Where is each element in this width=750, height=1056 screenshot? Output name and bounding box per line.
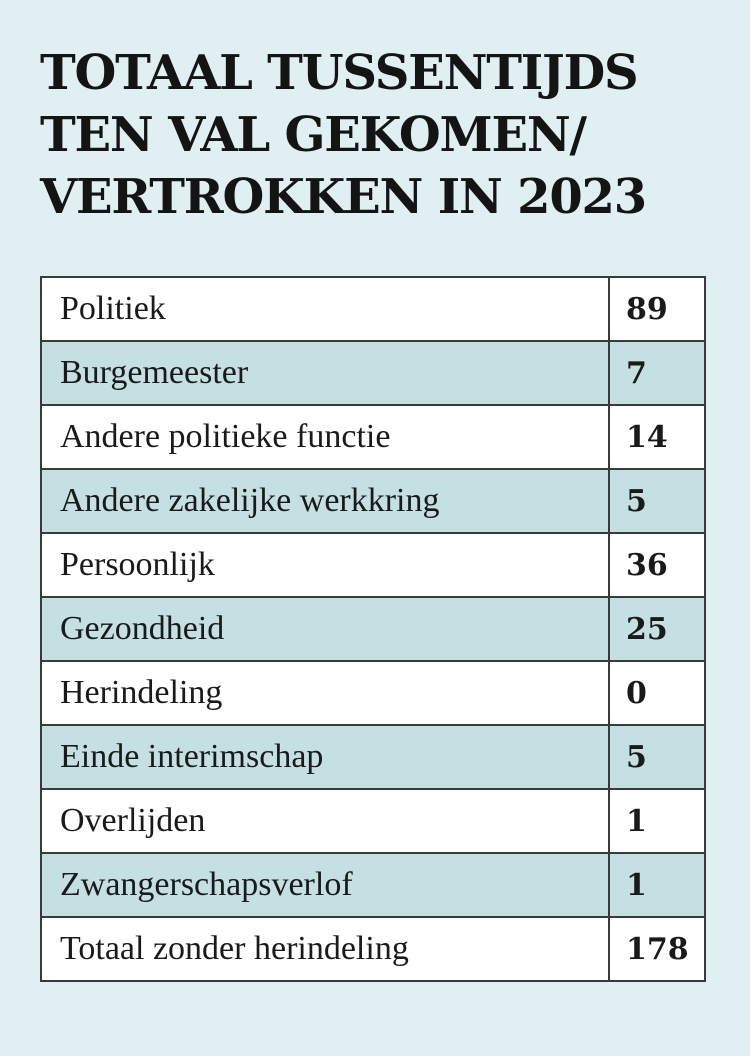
table-row: Zwangerschapsverlof 1 [40,852,706,918]
chart-title: TOTAAL TUSSENTIJDS TEN VAL GEKOMEN/ VERT… [40,42,730,228]
row-label: Burgemeester [40,340,610,406]
row-label: Gezondheid [40,596,610,662]
row-value: 1 [608,852,706,918]
table-row: Gezondheid 25 [40,596,706,662]
row-label: Herindeling [40,660,610,726]
row-value: 5 [608,468,706,534]
table-row: Herindeling 0 [40,660,706,726]
table-row: Persoonlijk 36 [40,532,706,598]
row-label: Politiek [40,276,610,342]
row-label: Persoonlijk [40,532,610,598]
row-value: 7 [608,340,706,406]
title-line-3: VERTROKKEN IN 2023 [40,169,647,225]
row-value: 0 [608,660,706,726]
table-row: Einde interimschap 5 [40,724,706,790]
table-body: Politiek 89 Burgemeester 7 Andere politieke … [40,276,706,982]
row-label: Andere zakelijke werkkring [40,468,610,534]
row-value: 25 [608,596,706,662]
row-label: Zwangerschapsverlof [40,852,610,918]
row-value: 1 [608,788,706,854]
table-row: Andere politieke functie 14 [40,404,706,470]
title-line-2: TEN VAL GEKOMEN/ [40,107,587,163]
row-value: 5 [608,724,706,790]
row-value: 89 [608,276,706,342]
row-value: 178 [608,916,706,982]
row-value: 14 [608,404,706,470]
row-value: 36 [608,532,706,598]
table-row: Politiek 89 [40,276,706,342]
row-label: Andere politieke functie [40,404,610,470]
table-row: Overlijden 1 [40,788,706,854]
row-label: Overlijden [40,788,610,854]
table-row: Totaal zonder herindeling 178 [40,916,706,982]
table-row: Burgemeester 7 [40,340,706,406]
row-label: Einde interimschap [40,724,610,790]
row-label: Totaal zonder herindeling [40,916,610,982]
title-line-1: TOTAAL TUSSENTIJDS [40,45,639,101]
data-table: Politiek 89 Burgemeester 7 Andere politieke … [40,276,706,982]
table-row: Andere zakelijke werkkring 5 [40,468,706,534]
